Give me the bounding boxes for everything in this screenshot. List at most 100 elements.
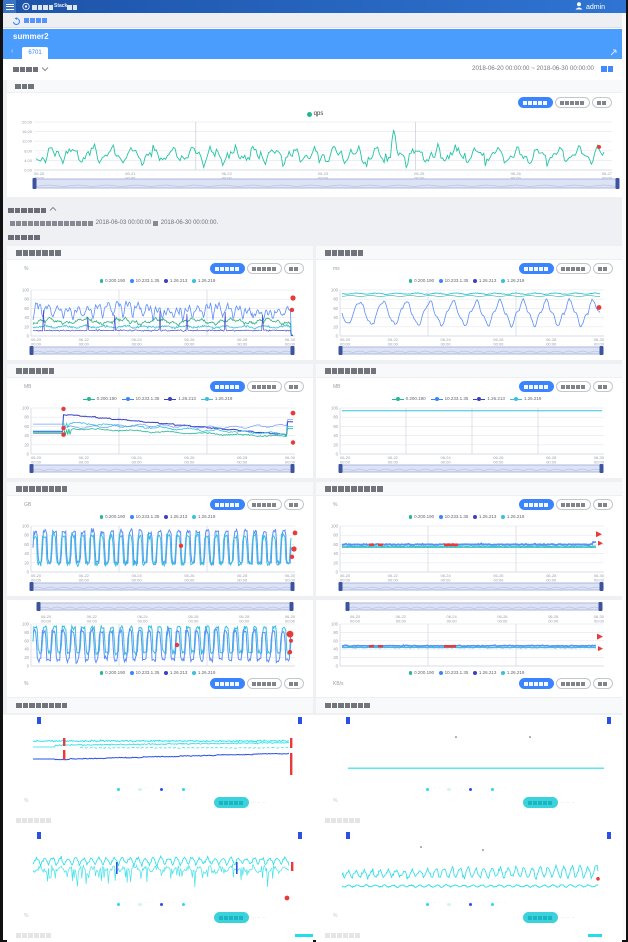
- svg-text:60: 60: [24, 638, 29, 643]
- svg-text:00:00: 00:00: [493, 578, 504, 583]
- svg-text:00:00: 00:00: [285, 619, 296, 624]
- svg-text:8,00: 8,00: [24, 148, 33, 153]
- svg-text:06-22: 06-22: [79, 337, 90, 342]
- svg-text:100: 100: [22, 406, 30, 411]
- svg-text:06-20: 06-20: [31, 455, 42, 460]
- svg-text:20: 20: [24, 324, 29, 329]
- svg-text:60: 60: [333, 542, 338, 547]
- svg-text:00:00: 00:00: [184, 460, 195, 465]
- svg-text:00:00: 00:00: [239, 619, 250, 624]
- svg-text:00:00: 00:00: [388, 460, 399, 465]
- svg-text:00:00: 00:00: [340, 578, 351, 583]
- svg-text:06-26: 06-26: [511, 171, 522, 176]
- svg-text:0: 0: [336, 334, 339, 339]
- svg-text:06-22: 06-22: [222, 171, 233, 176]
- svg-text:06-28: 06-28: [237, 573, 248, 578]
- svg-text:00:00: 00:00: [441, 578, 452, 583]
- svg-text:06-22: 06-22: [388, 455, 399, 460]
- svg-text:06-24: 06-24: [440, 337, 451, 342]
- svg-text:00:00: 00:00: [79, 342, 90, 347]
- svg-text:0: 0: [27, 452, 30, 457]
- svg-text:06-22: 06-22: [79, 455, 90, 460]
- svg-text:06-20: 06-20: [31, 573, 42, 578]
- svg-text:100: 100: [331, 622, 339, 627]
- svg-text:06-20: 06-20: [340, 573, 351, 578]
- svg-text:00:00: 00:00: [132, 342, 143, 347]
- svg-text:06-30: 06-30: [285, 614, 296, 619]
- svg-text:40: 40: [24, 433, 29, 438]
- svg-text:40: 40: [24, 315, 29, 320]
- svg-text:06-30: 06-30: [594, 455, 605, 460]
- svg-text:00:00: 00:00: [237, 578, 248, 583]
- svg-text:100: 100: [22, 288, 30, 293]
- svg-text:80: 80: [24, 297, 29, 302]
- svg-text:80: 80: [333, 533, 338, 538]
- svg-text:06-26: 06-26: [497, 614, 508, 619]
- svg-text:12,00: 12,00: [22, 139, 33, 144]
- svg-text:06-26: 06-26: [184, 455, 195, 460]
- svg-text:00:00: 00:00: [396, 619, 407, 624]
- svg-text:06-22: 06-22: [396, 614, 407, 619]
- svg-text:00:00: 00:00: [594, 578, 605, 583]
- svg-text:06-20: 06-20: [41, 614, 52, 619]
- svg-text:06-28: 06-28: [237, 337, 248, 342]
- svg-text:00:00: 00:00: [497, 619, 508, 624]
- svg-text:60: 60: [333, 424, 338, 429]
- svg-text:80: 80: [333, 415, 338, 420]
- svg-text:06-26: 06-26: [493, 337, 504, 342]
- svg-text:20: 20: [333, 442, 338, 447]
- svg-text:0: 0: [27, 570, 30, 575]
- svg-text:00:00: 00:00: [350, 619, 361, 624]
- svg-text:60: 60: [24, 306, 29, 311]
- svg-text:00:00: 00:00: [548, 619, 559, 624]
- svg-text:06-25: 06-25: [414, 171, 425, 176]
- svg-text:00:00: 00:00: [447, 619, 458, 624]
- svg-text:00:00: 00:00: [41, 619, 52, 624]
- svg-text:06-20: 06-20: [340, 455, 351, 460]
- svg-text:100: 100: [331, 406, 339, 411]
- svg-text:80: 80: [333, 297, 338, 302]
- svg-text:100: 100: [22, 622, 30, 627]
- svg-text:00:00: 00:00: [138, 619, 149, 624]
- svg-text:06-26: 06-26: [188, 614, 199, 619]
- svg-text:00:00: 00:00: [441, 460, 452, 465]
- svg-text:00:00: 00:00: [414, 176, 425, 181]
- svg-text:00:00: 00:00: [602, 176, 613, 181]
- svg-text:06-24: 06-24: [440, 455, 451, 460]
- svg-text:00:00: 00:00: [285, 342, 296, 347]
- svg-text:00:00: 00:00: [546, 342, 557, 347]
- svg-text:06-26: 06-26: [184, 337, 195, 342]
- svg-text:00:00: 00:00: [237, 342, 248, 347]
- svg-text:00:00: 00:00: [388, 578, 399, 583]
- svg-text:20: 20: [24, 655, 29, 660]
- svg-text:60: 60: [24, 424, 29, 429]
- svg-text:16,00: 16,00: [22, 129, 33, 134]
- svg-text:00:00: 00:00: [511, 176, 522, 181]
- svg-text:00:00: 00:00: [79, 460, 90, 465]
- svg-text:06-26: 06-26: [184, 573, 195, 578]
- svg-text:00:00: 00:00: [285, 460, 296, 465]
- svg-text:00:00: 00:00: [318, 176, 329, 181]
- svg-text:4,00: 4,00: [24, 158, 33, 163]
- svg-text:00:00: 00:00: [34, 176, 45, 181]
- svg-text:00:00: 00:00: [594, 342, 605, 347]
- svg-text:00:00: 00:00: [441, 342, 452, 347]
- svg-text:0: 0: [336, 664, 339, 669]
- svg-text:60: 60: [24, 542, 29, 547]
- svg-text:06-24: 06-24: [440, 573, 451, 578]
- svg-text:60: 60: [333, 638, 338, 643]
- svg-text:00:00: 00:00: [125, 176, 136, 181]
- svg-text:20: 20: [24, 560, 29, 565]
- svg-text:80: 80: [24, 630, 29, 635]
- svg-text:00:00: 00:00: [31, 460, 42, 465]
- svg-text:06-30: 06-30: [594, 614, 605, 619]
- svg-text:20: 20: [333, 324, 338, 329]
- svg-text:20: 20: [333, 655, 338, 660]
- svg-text:00:00: 00:00: [31, 578, 42, 583]
- svg-text:00:00: 00:00: [237, 460, 248, 465]
- svg-text:06-22: 06-22: [388, 337, 399, 342]
- svg-text:100: 100: [22, 524, 30, 529]
- svg-text:admin: admin: [586, 4, 605, 11]
- svg-text:06-30: 06-30: [285, 337, 296, 342]
- svg-text:80: 80: [24, 533, 29, 538]
